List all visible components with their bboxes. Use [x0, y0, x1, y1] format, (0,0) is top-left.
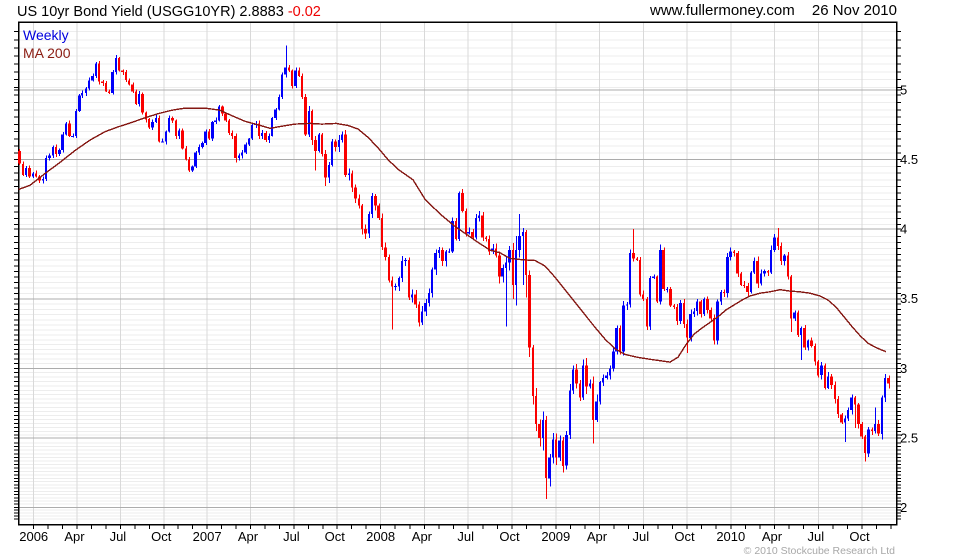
svg-text:2: 2 [900, 500, 907, 515]
svg-text:3.5: 3.5 [900, 291, 918, 306]
svg-text:Oct: Oct [499, 529, 520, 544]
svg-text:www.fullermoney.com: www.fullermoney.com [649, 2, 795, 19]
svg-text:Jul: Jul [283, 529, 300, 544]
svg-text:Apr: Apr [762, 529, 783, 544]
svg-text:MA 200: MA 200 [23, 45, 71, 61]
svg-text:Jul: Jul [632, 529, 649, 544]
svg-text:4.5: 4.5 [900, 152, 918, 167]
svg-text:Oct: Oct [674, 529, 695, 544]
svg-text:© 2010 Stockcube Research Ltd: © 2010 Stockcube Research Ltd [744, 545, 895, 557]
svg-text:Oct: Oct [151, 529, 172, 544]
svg-text:Apr: Apr [587, 529, 608, 544]
svg-text:Jul: Jul [807, 529, 824, 544]
svg-text:Jul: Jul [110, 529, 127, 544]
svg-text:Jul: Jul [457, 529, 474, 544]
svg-text:5: 5 [900, 83, 907, 98]
svg-text:Apr: Apr [412, 529, 433, 544]
svg-text:2008: 2008 [366, 529, 395, 544]
svg-text:2006: 2006 [19, 529, 48, 544]
svg-text:2.5: 2.5 [900, 430, 918, 445]
svg-text:4: 4 [900, 222, 907, 237]
svg-text:2007: 2007 [193, 529, 222, 544]
svg-text:Oct: Oct [325, 529, 346, 544]
svg-text:26 Nov 2010: 26 Nov 2010 [812, 2, 897, 19]
svg-text:Apr: Apr [238, 529, 259, 544]
svg-text:2009: 2009 [541, 529, 570, 544]
svg-text:Apr: Apr [64, 529, 85, 544]
svg-text:US 10yr Bond Yield (USGG10YR): US 10yr Bond Yield (USGG10YR) 2.8883 -0.… [17, 4, 321, 20]
svg-text:2010: 2010 [716, 529, 745, 544]
svg-text:3: 3 [900, 361, 907, 376]
svg-text:Weekly: Weekly [23, 27, 69, 43]
svg-text:Oct: Oct [849, 529, 870, 544]
